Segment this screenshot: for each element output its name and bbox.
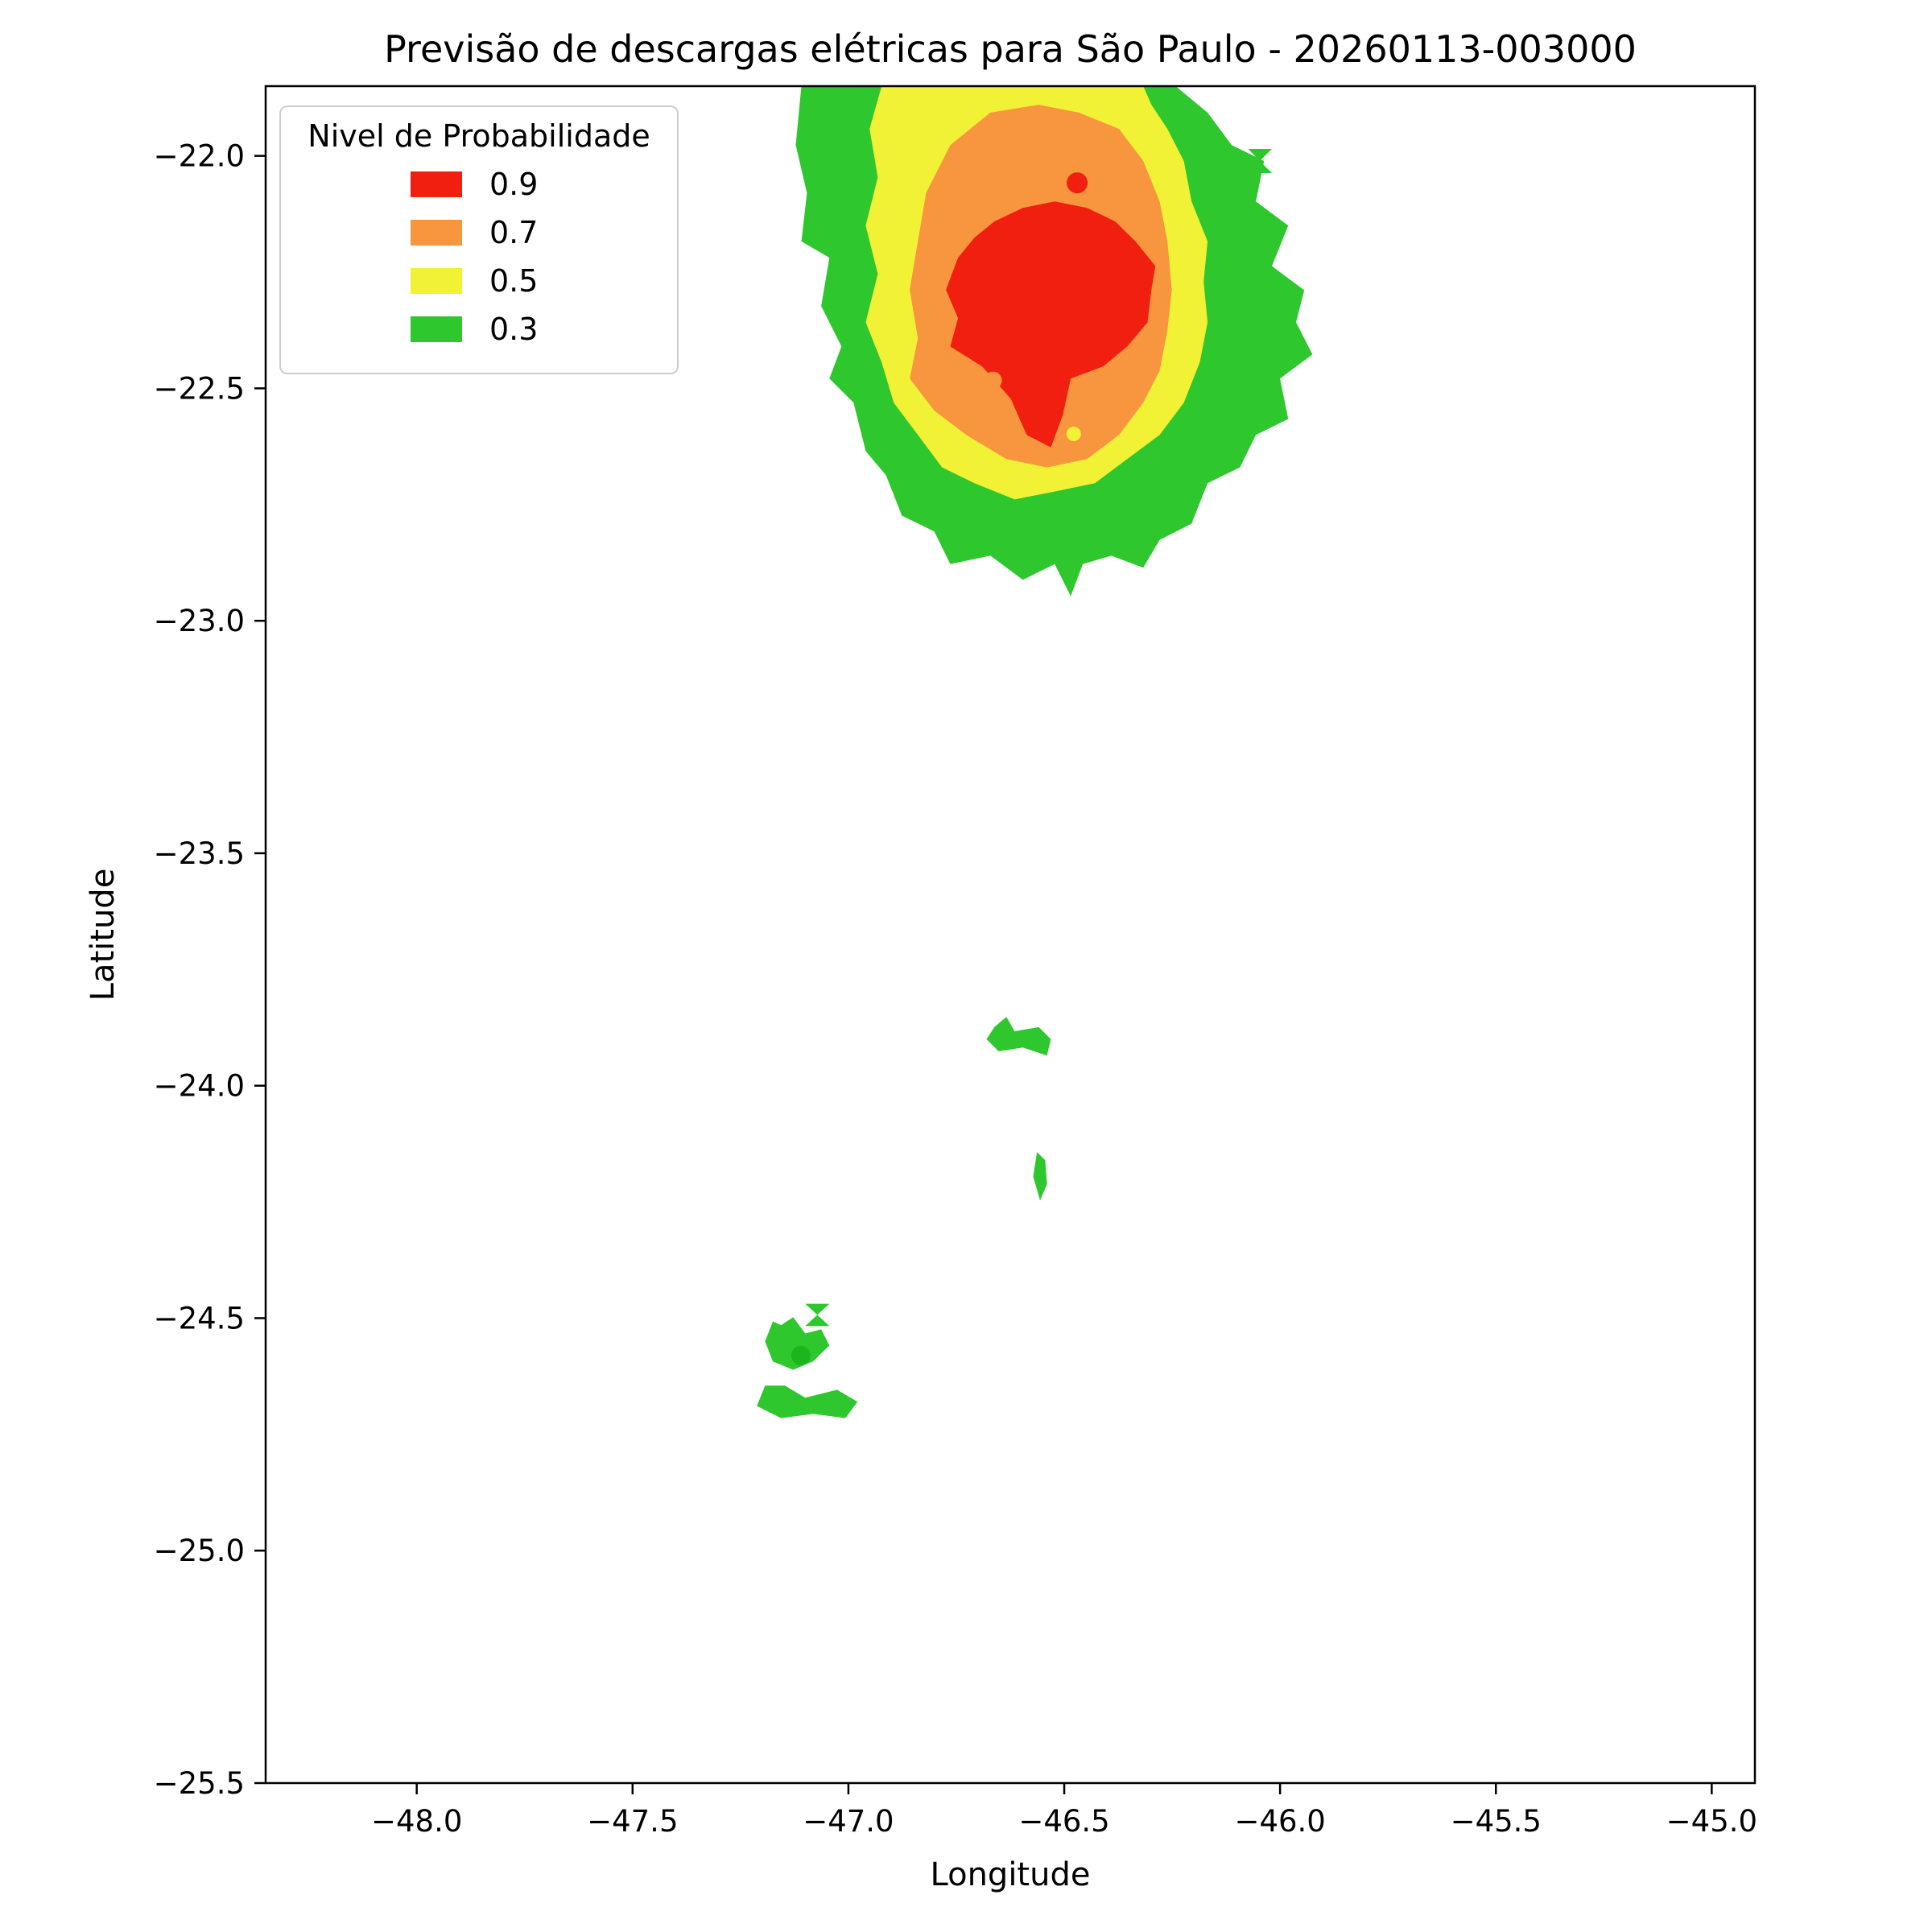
chart-title: Previsão de descargas elétricas para São… — [384, 27, 1637, 71]
legend-title: Nivel de Probabilidade — [308, 118, 650, 154]
contour-region-south-cell-b-green — [1033, 1152, 1047, 1201]
legend-swatch-0.5 — [411, 268, 462, 294]
x-tick-label: −47.5 — [587, 1804, 678, 1839]
contour-layers — [757, 86, 1313, 1418]
y-tick-label: −22.5 — [154, 371, 245, 406]
contour-marker-level-0.5 — [1066, 427, 1081, 441]
legend-swatch-0.3 — [411, 316, 462, 342]
legend-entry-label: 0.9 — [489, 167, 539, 202]
y-tick-label: −25.0 — [154, 1534, 245, 1568]
x-tick-label: −46.0 — [1234, 1804, 1325, 1839]
x-tick-label: −47.0 — [803, 1804, 894, 1839]
contour-marker-level-0.7 — [984, 371, 1002, 390]
x-tick-label: −45.5 — [1451, 1804, 1542, 1839]
legend-entry: 0.5 — [302, 263, 656, 299]
contour-marker-level-0.3 — [791, 1345, 811, 1365]
y-axis-label: Latitude — [85, 868, 122, 1001]
y-tick-label: −24.5 — [154, 1301, 245, 1335]
contour-marker-level-0.9 — [1067, 172, 1088, 194]
legend-entries: 0.9 0.7 0.5 0.3 — [302, 167, 656, 347]
contour-region-northeast-bowtie-top — [1248, 149, 1272, 161]
contour-region-main-cell-red — [946, 201, 1156, 448]
contour-region-northeast-bowtie-bottom — [1248, 161, 1272, 173]
legend-swatch-0.7 — [411, 220, 462, 246]
legend-swatch-0.9 — [411, 171, 462, 197]
x-axis-label: Longitude — [930, 1856, 1091, 1893]
axes-frame — [264, 85, 1757, 1785]
y-tick-label: −23.5 — [154, 836, 245, 871]
legend-entry: 0.3 — [302, 312, 656, 347]
legend-entry-label: 0.3 — [489, 312, 539, 347]
legend-entry: 0.9 — [302, 167, 656, 202]
x-tick-label: −45.0 — [1666, 1804, 1757, 1839]
legend-entry-label: 0.5 — [489, 263, 539, 299]
legend-entry-label: 0.7 — [489, 215, 539, 250]
legend: Nivel de Probabilidade 0.9 0.7 0.5 0.3 — [279, 105, 679, 374]
x-tick-label: −46.5 — [1018, 1804, 1109, 1839]
contour-region-south-cell-a-green — [986, 1017, 1051, 1056]
y-tick-label: −25.5 — [154, 1766, 245, 1801]
y-tick-label: −24.0 — [154, 1069, 245, 1104]
contour-region-south-cell-d-green — [757, 1385, 858, 1418]
contour-region-south-cell-c-bowtie-top — [805, 1303, 830, 1315]
legend-entry: 0.7 — [302, 215, 656, 250]
contour-region-south-cell-c-green — [765, 1317, 830, 1370]
contour-region-south-cell-c-bowtie-bottom — [805, 1315, 830, 1327]
y-tick-label: −22.0 — [154, 139, 245, 174]
x-tick-label: −48.0 — [371, 1804, 462, 1839]
y-tick-label: −23.0 — [154, 604, 245, 638]
